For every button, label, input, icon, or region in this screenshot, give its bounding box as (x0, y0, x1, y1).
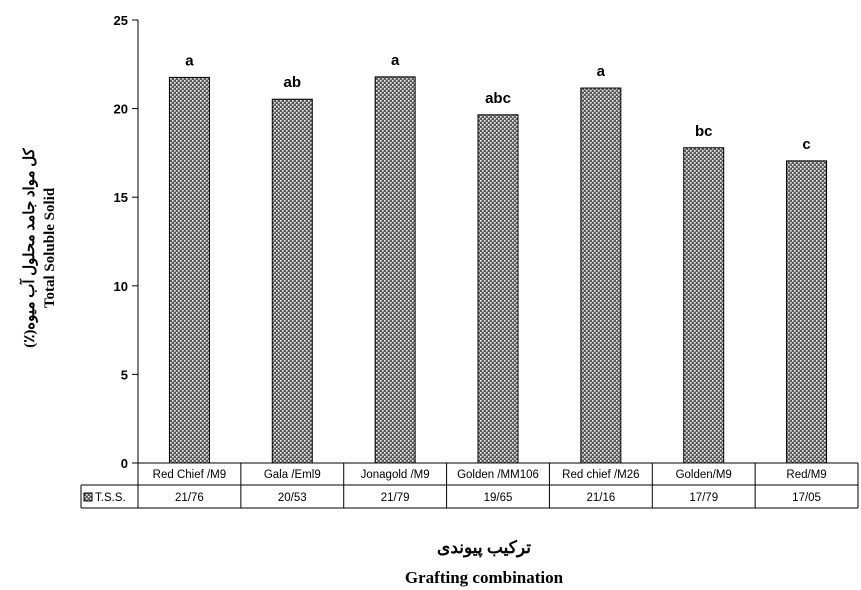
significance-letter: abc (485, 90, 511, 107)
bar (580, 87, 622, 464)
significance-letter: a (185, 52, 194, 69)
bar (374, 76, 416, 464)
x-axis-title-persian: ترکیب پیوندی (437, 538, 531, 558)
y-tick-label: 0 (121, 456, 128, 471)
x-axis-title-english: Grafting combination (405, 568, 564, 587)
y-axis-title-english: Total Soluble Solid (42, 187, 58, 308)
bar (271, 98, 313, 464)
bar (786, 160, 828, 464)
significance-letter: ab (284, 74, 302, 91)
y-tick-label: 5 (121, 367, 128, 382)
x-tick-label: Red/M9 (786, 469, 826, 481)
significance-letter: a (597, 63, 606, 80)
table-value: 21/79 (381, 492, 410, 504)
y-ticks: 0 5 10 15 20 25 (114, 13, 138, 471)
y-tick-label: 10 (114, 279, 128, 294)
table-value: 21/16 (586, 492, 615, 504)
y-axis: 0 5 10 15 20 25 (114, 13, 139, 471)
y-tick-label: 20 (114, 102, 128, 117)
legend-swatch (83, 492, 93, 502)
x-tick-label: Golden /MM106 (457, 469, 539, 481)
x-tick-label: Golden/M9 (676, 469, 732, 481)
x-tick-label: Red chief /M26 (562, 469, 639, 481)
table-value: 17/05 (792, 492, 821, 504)
bar (683, 147, 725, 464)
table-value: 20/53 (278, 492, 307, 504)
legend-label: T.S.S. (95, 492, 126, 504)
significance-letter: bc (695, 123, 713, 140)
table-value: 19/65 (484, 492, 513, 504)
y-axis-title-persian: کل مواد جامد محلول آب میوه(٪) (19, 147, 38, 347)
bar (477, 114, 519, 464)
significance-letter: c (802, 136, 810, 153)
table-value: 21/76 (175, 492, 204, 504)
x-tick-label: Red Chief /M9 (153, 469, 227, 481)
y-tick-label: 25 (114, 13, 128, 28)
bars (168, 76, 828, 464)
bar (168, 76, 210, 464)
significance-letter: a (391, 52, 400, 69)
table-value: 17/79 (689, 492, 718, 504)
x-tick-label: Gala /Eml9 (264, 469, 321, 481)
y-tick-label: 15 (114, 190, 128, 205)
y-axis-title: کل مواد جامد محلول آب میوه(٪) Total Solu… (19, 147, 58, 347)
x-tick-label: Jonagold /M9 (361, 469, 430, 481)
data-table: Red Chief /M9 Gala /Eml9 Jonagold /M9 Golde… (80, 462, 859, 509)
